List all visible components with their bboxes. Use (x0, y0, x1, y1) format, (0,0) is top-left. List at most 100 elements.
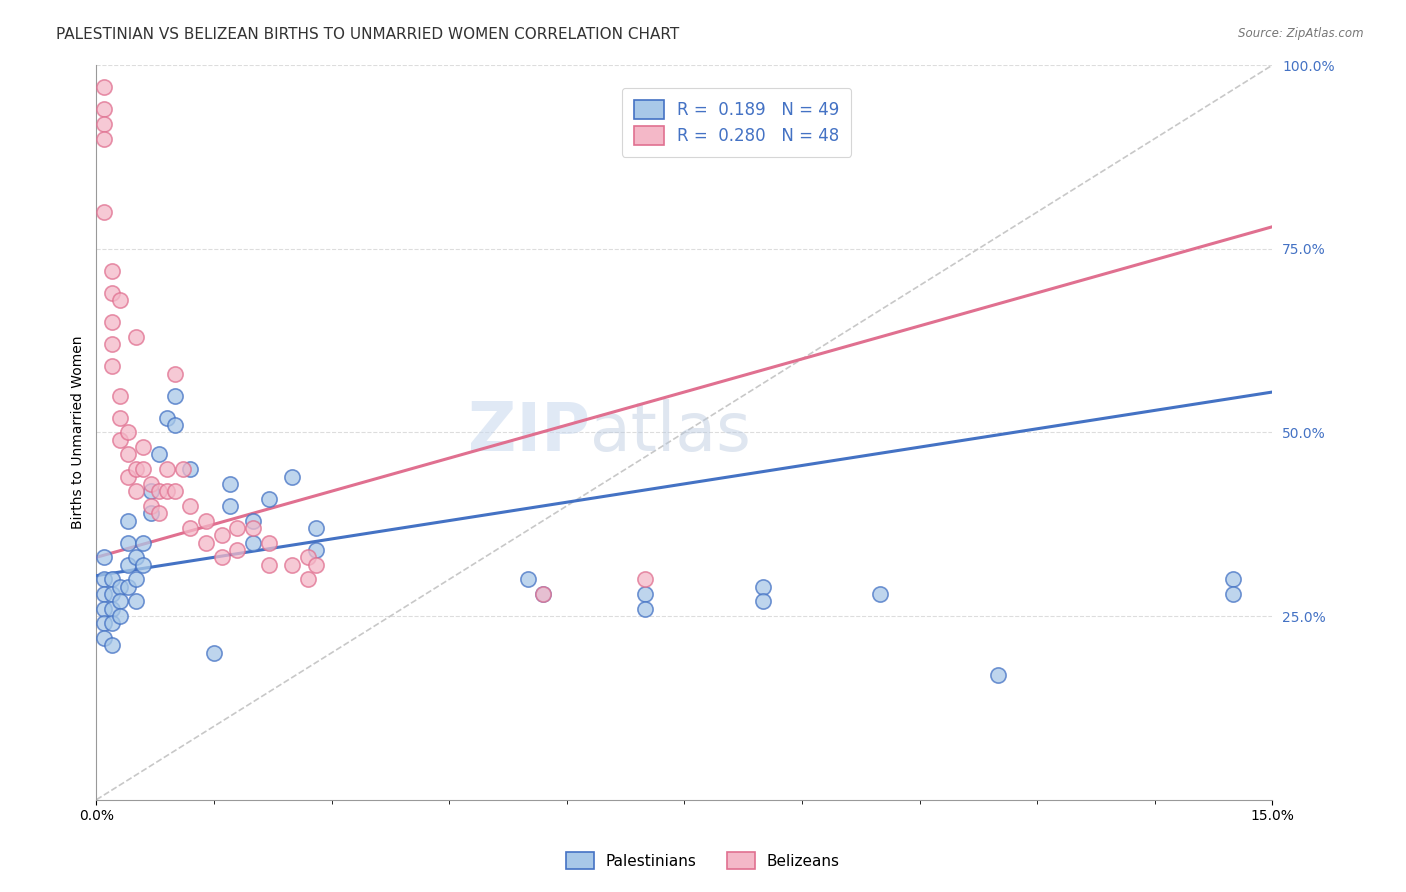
Point (218, 499, 240, 513)
Point (148, 484, 170, 499)
Point (124, 550, 146, 565)
Point (93, 631, 115, 645)
Point (195, 535, 218, 549)
Point (195, 514, 218, 528)
Point (634, 587, 657, 601)
Text: Source: ZipAtlas.com: Source: ZipAtlas.com (1239, 27, 1364, 40)
Point (93, 102, 115, 116)
Point (226, 521, 249, 535)
Point (531, 587, 554, 601)
Point (93, 601, 115, 615)
Point (93, 80, 115, 95)
Point (101, 573, 124, 587)
Point (1222, 573, 1244, 587)
Point (141, 484, 163, 499)
Point (141, 506, 163, 520)
Point (117, 514, 139, 528)
Point (305, 521, 328, 535)
Point (211, 550, 233, 565)
Point (132, 535, 155, 549)
Point (281, 558, 304, 572)
Point (124, 573, 146, 587)
Point (257, 491, 280, 506)
Point (93, 587, 115, 601)
Point (124, 484, 146, 499)
Point (124, 594, 146, 608)
Point (242, 521, 264, 535)
Text: PALESTINIAN VS BELIZEAN BIRTHS TO UNMARRIED WOMEN CORRELATION CHART: PALESTINIAN VS BELIZEAN BIRTHS TO UNMARR… (56, 27, 679, 42)
Point (132, 440, 155, 454)
Point (117, 535, 139, 549)
Point (156, 462, 179, 476)
Point (297, 550, 319, 565)
Point (148, 447, 170, 461)
Point (163, 418, 186, 433)
Point (93, 117, 115, 131)
Point (101, 587, 124, 601)
Point (987, 668, 1010, 682)
Point (101, 616, 124, 631)
Point (124, 330, 146, 344)
Legend: R =  0.189   N = 49, R =  0.280   N = 48: R = 0.189 N = 49, R = 0.280 N = 48 (621, 88, 851, 157)
Point (242, 514, 264, 528)
Point (141, 499, 163, 513)
Point (93, 131, 115, 145)
Point (117, 558, 139, 572)
Point (132, 558, 155, 572)
Text: ZIP: ZIP (468, 400, 591, 466)
Point (148, 506, 170, 520)
Point (179, 521, 201, 535)
Point (101, 639, 124, 653)
Point (101, 601, 124, 615)
Point (297, 573, 319, 587)
Point (108, 389, 131, 403)
Point (172, 462, 194, 476)
Point (163, 367, 186, 381)
Point (117, 425, 139, 440)
Point (531, 587, 554, 601)
Point (752, 580, 775, 594)
Point (117, 580, 139, 594)
Point (108, 594, 131, 608)
Point (305, 543, 328, 558)
Point (218, 476, 240, 491)
Text: atlas: atlas (591, 400, 751, 466)
Point (93, 550, 115, 565)
Point (516, 573, 538, 587)
Point (117, 469, 139, 483)
Point (242, 535, 264, 549)
Point (305, 558, 328, 572)
Point (163, 484, 186, 499)
Point (108, 609, 131, 624)
Point (156, 484, 179, 499)
Point (257, 558, 280, 572)
Point (124, 462, 146, 476)
Point (634, 601, 657, 615)
Point (211, 528, 233, 542)
Point (179, 462, 201, 476)
Point (869, 587, 891, 601)
Point (101, 315, 124, 329)
Point (93, 573, 115, 587)
Point (257, 535, 280, 549)
Point (132, 462, 155, 476)
Point (156, 410, 179, 425)
Y-axis label: Births to Unmarried Women: Births to Unmarried Women (72, 335, 86, 529)
Point (93, 205, 115, 219)
Point (1222, 587, 1244, 601)
Point (93, 616, 115, 631)
Point (108, 293, 131, 308)
Point (108, 433, 131, 447)
Point (108, 410, 131, 425)
Point (179, 499, 201, 513)
Point (101, 337, 124, 351)
Point (281, 469, 304, 483)
Point (141, 476, 163, 491)
Point (226, 543, 249, 558)
Legend: Palestinians, Belizeans: Palestinians, Belizeans (560, 846, 846, 875)
Point (101, 285, 124, 300)
Point (202, 646, 225, 660)
Point (117, 447, 139, 461)
Point (108, 580, 131, 594)
Point (101, 359, 124, 374)
